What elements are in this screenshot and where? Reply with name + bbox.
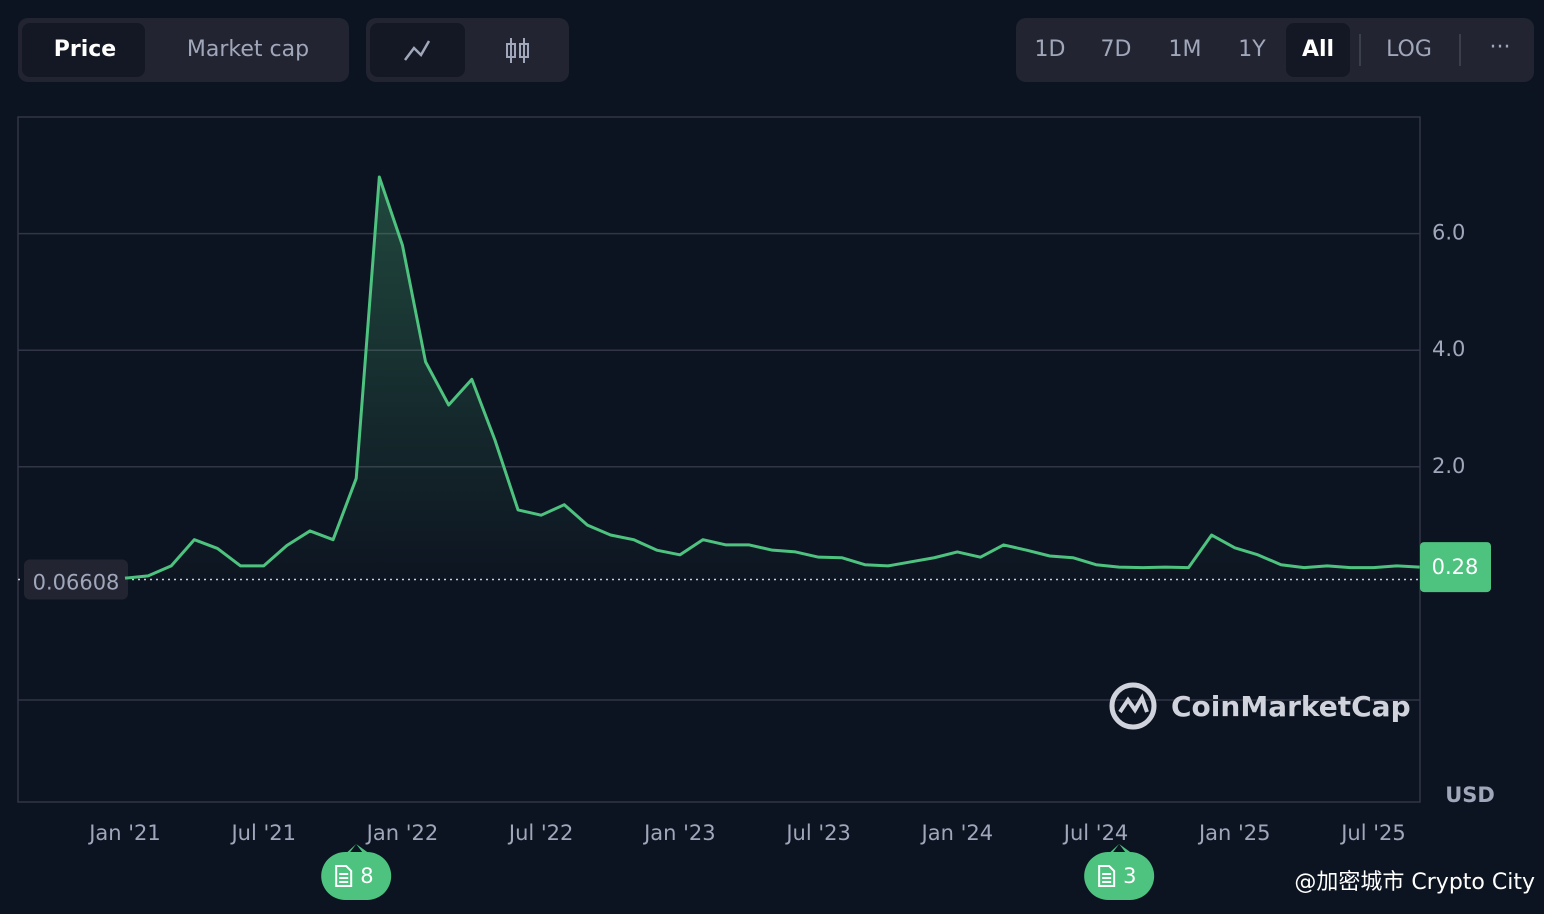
price-line (124, 175, 1420, 580)
range-button[interactable]: 1M (1169, 37, 1202, 62)
event-count: 3 (1123, 864, 1136, 888)
x-tick-label: Jan '23 (642, 821, 716, 845)
candle-icon[interactable] (506, 38, 529, 63)
line-icon (404, 40, 431, 61)
range-button[interactable]: All (1302, 37, 1334, 62)
range-button[interactable]: 7D (1101, 37, 1132, 62)
x-tick-label: Jul '22 (507, 821, 574, 845)
range-group (1016, 18, 1534, 82)
x-tick-label: Jul '25 (1339, 821, 1406, 845)
x-tick-label: Jul '21 (229, 821, 296, 845)
more-button[interactable]: ··· (1490, 35, 1511, 60)
x-tick-label: Jul '24 (1062, 821, 1129, 845)
credit: @加密城市 Crypto City (1294, 870, 1535, 895)
x-tick-label: Jan '21 (87, 821, 161, 845)
x-tick-label: Jan '24 (920, 821, 994, 845)
view-button[interactable]: Price (54, 37, 116, 62)
badge-shape (1084, 844, 1155, 900)
event-badge[interactable]: 8 (321, 844, 392, 900)
doc-icon (335, 865, 353, 887)
start-price-label: 0.06608 (33, 571, 120, 595)
range-button-bg (1286, 23, 1350, 77)
current-price-tag (1420, 542, 1491, 593)
watermark: CoinMarketCap (1109, 682, 1411, 730)
x-tick-label: Jan '25 (1197, 821, 1271, 845)
plot-frame (17, 116, 1421, 803)
doc-icon (1098, 865, 1116, 887)
range-button[interactable]: LOG (1386, 37, 1432, 62)
watermark-text: CoinMarketCap (1171, 690, 1411, 723)
event-count: 8 (360, 864, 373, 888)
badge-shape (321, 844, 392, 900)
y-tick-label: 4.0 (1432, 337, 1465, 361)
start-price-tag (24, 559, 128, 600)
view-button-bg (22, 23, 145, 77)
x-tick-label: Jan '22 (365, 821, 439, 845)
y-tick-label: 2.0 (1432, 454, 1465, 478)
currency-label: USD (1445, 783, 1495, 807)
view-button[interactable]: Market cap (187, 37, 309, 62)
range-button[interactable]: 1Y (1238, 37, 1266, 62)
event-badge[interactable]: 3 (1084, 844, 1155, 900)
range-button[interactable]: 1D (1035, 37, 1066, 62)
x-tick-label: Jul '23 (784, 821, 851, 845)
y-tick-label: 6.0 (1432, 221, 1465, 245)
current-price-label: 0.28 (1432, 555, 1479, 579)
price-area (125, 177, 1420, 584)
